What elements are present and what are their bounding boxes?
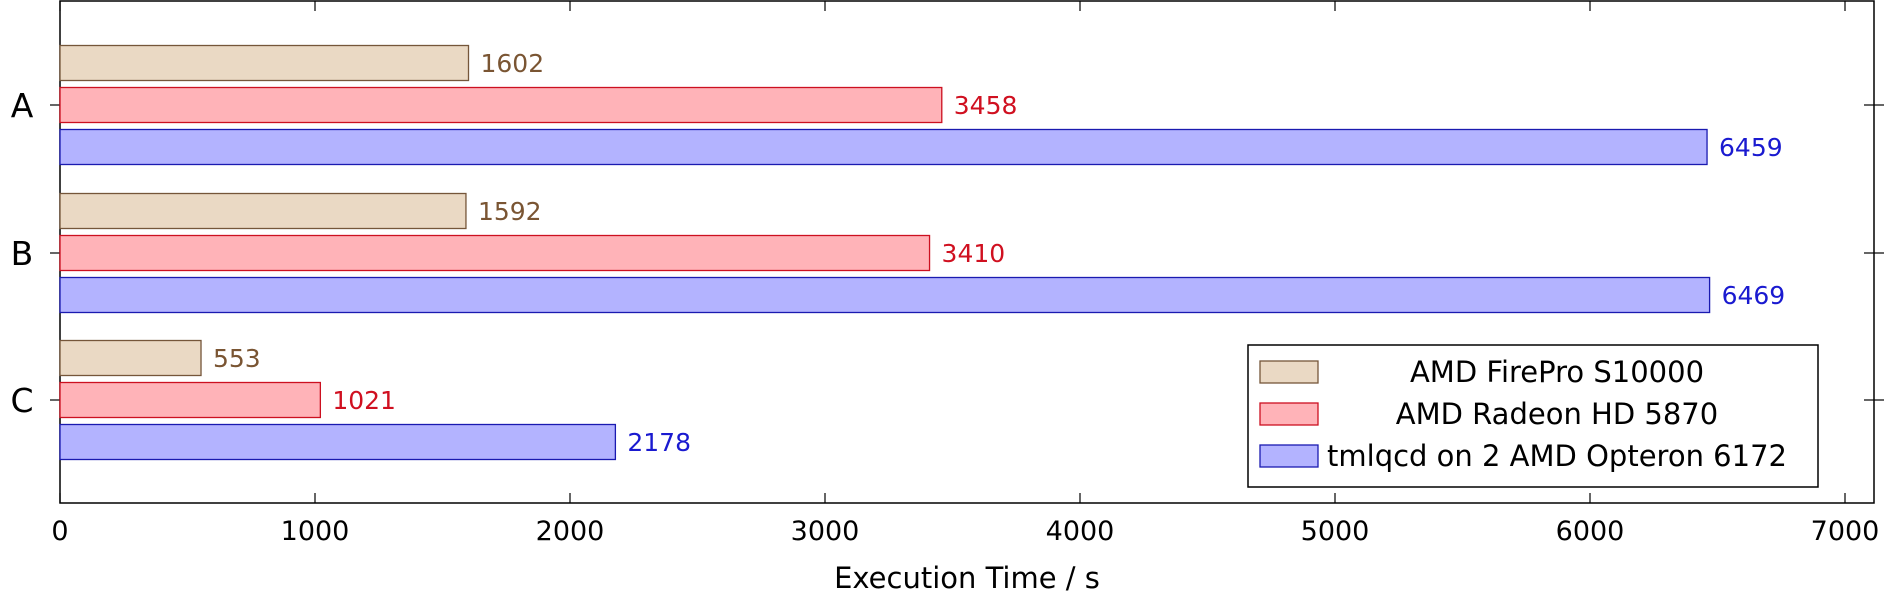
data-label: 2178 bbox=[627, 428, 691, 457]
bar bbox=[59, 423, 617, 461]
legend-swatch bbox=[1259, 360, 1319, 384]
data-label: 1592 bbox=[478, 197, 542, 226]
x-tick-labels: 0 1000 2000 3000 4000 5000 6000 7000 bbox=[51, 516, 1879, 547]
bar bbox=[59, 192, 467, 230]
legend-swatch bbox=[1259, 402, 1319, 426]
data-label: 6469 bbox=[1722, 281, 1786, 310]
x-tick-label: 0 bbox=[51, 516, 68, 547]
x-tick-label: 4000 bbox=[1046, 516, 1115, 547]
legend-swatch bbox=[1259, 444, 1319, 468]
category-label: C bbox=[10, 381, 33, 420]
data-label: 1021 bbox=[332, 386, 396, 415]
legend-box bbox=[1247, 344, 1819, 488]
bar bbox=[59, 339, 202, 377]
bar bbox=[59, 276, 1711, 314]
data-labels: 1602 3458 6459 1592 3410 6469 553 1021 2178 bbox=[213, 49, 1785, 457]
data-label: 6459 bbox=[1719, 133, 1783, 162]
category-label: A bbox=[11, 86, 34, 125]
x-tick-label: 5000 bbox=[1301, 516, 1370, 547]
x-tick-label: 2000 bbox=[536, 516, 605, 547]
legend-entry: AMD Radeon HD 5870 bbox=[1396, 397, 1718, 431]
legend-entry: AMD FirePro S10000 bbox=[1410, 355, 1704, 389]
category-labels: A B C bbox=[10, 86, 33, 420]
x-tick-label: 1000 bbox=[281, 516, 350, 547]
bar bbox=[59, 234, 931, 272]
data-label: 3458 bbox=[954, 91, 1018, 120]
data-label: 553 bbox=[213, 344, 261, 373]
bar-series bbox=[59, 44, 1711, 461]
category-label: B bbox=[11, 234, 34, 273]
bar bbox=[59, 128, 1708, 166]
data-label: 1602 bbox=[481, 49, 545, 78]
bar bbox=[59, 86, 943, 124]
legend: AMD FirePro S10000 AMD Radeon HD 5870 tmlq… bbox=[1247, 344, 1819, 488]
x-tick-label: 3000 bbox=[791, 516, 860, 547]
x-tick-label: 7000 bbox=[1811, 516, 1880, 547]
data-label: 3410 bbox=[942, 239, 1006, 268]
bar bbox=[59, 381, 322, 419]
legend-entry: tmlqcd on 2 AMD Opteron 6172 bbox=[1327, 439, 1787, 473]
x-tick-label: 6000 bbox=[1556, 516, 1625, 547]
x-axis-title: Execution Time / s bbox=[834, 561, 1100, 595]
bar bbox=[59, 44, 470, 82]
